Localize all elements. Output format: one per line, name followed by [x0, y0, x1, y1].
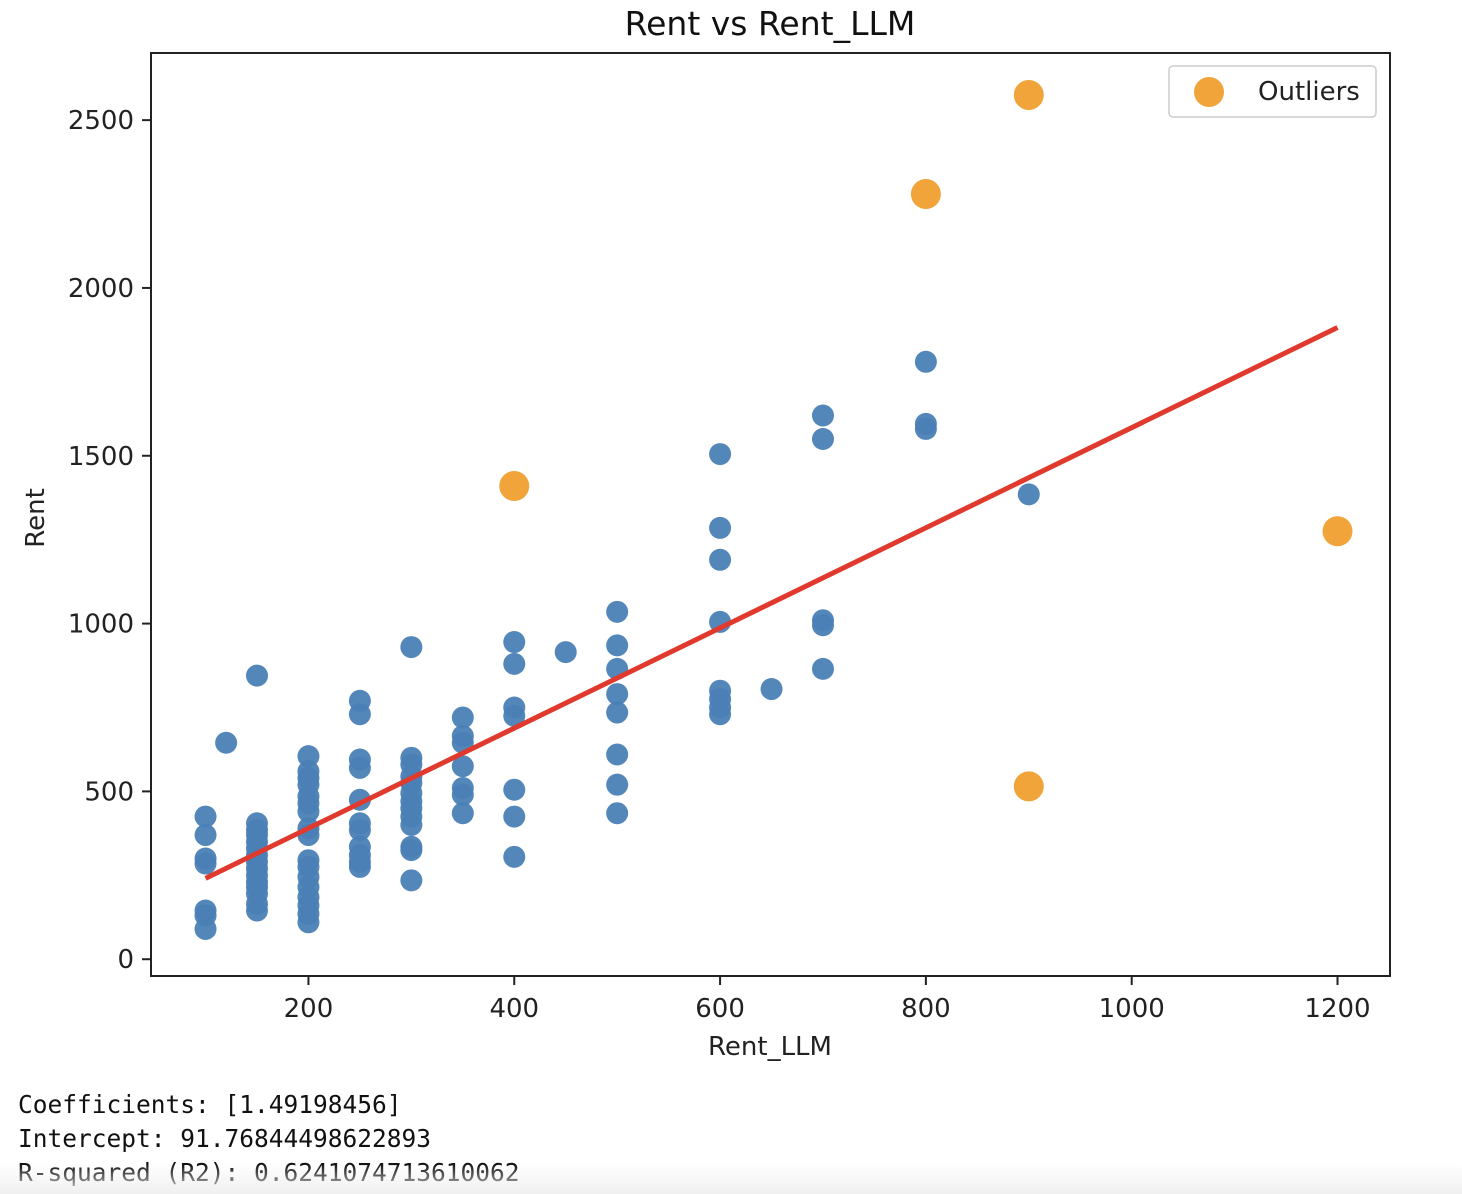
outlier-points	[499, 79, 1353, 802]
y-tick-label-2000: 2000	[68, 274, 134, 304]
data-point-3	[194, 852, 217, 875]
data-point-64	[451, 706, 474, 729]
data-point-0	[194, 805, 217, 828]
data-point-1	[194, 824, 217, 847]
data-point-104	[1017, 483, 1040, 506]
data-point-51	[400, 636, 423, 659]
data-point-82	[606, 683, 629, 706]
y-tick-label-2500: 2500	[68, 106, 134, 136]
data-point-7	[215, 731, 238, 754]
data-point-80	[606, 634, 629, 657]
data-point-71	[503, 631, 526, 654]
data-point-43	[348, 756, 371, 779]
outlier-point-4	[1322, 516, 1353, 547]
data-point-70	[451, 802, 474, 825]
regression-line	[204, 325, 1339, 881]
x-tick-label-600: 600	[695, 994, 745, 1024]
data-point-62	[400, 839, 423, 862]
data-point-46	[348, 818, 371, 841]
data-point-79	[606, 600, 629, 623]
outlier-point-2	[1013, 79, 1044, 110]
y-tick-label-500: 500	[84, 777, 134, 807]
bottom-fade	[0, 1164, 1462, 1194]
data-point-100	[811, 657, 834, 680]
x-tick-label-1200: 1200	[1304, 994, 1370, 1024]
scatter-chart: Rent vs Rent_LLM 200 400 600 800 1000 1200 0 50…	[21, 4, 1391, 1062]
data-point-96	[811, 404, 834, 427]
y-tick-label-0: 0	[117, 945, 134, 975]
data-point-72	[503, 652, 526, 675]
data-point-6	[194, 918, 217, 941]
data-point-88	[709, 516, 732, 539]
data-point-29	[297, 800, 320, 823]
outlier-point-3	[1013, 771, 1044, 802]
data-point-95	[760, 678, 783, 701]
data-point-94	[709, 703, 732, 726]
outlier-point-0	[499, 470, 530, 501]
data-point-41	[348, 703, 371, 726]
data-point-101	[914, 350, 937, 373]
data-point-69	[451, 783, 474, 806]
data-point-83	[606, 701, 629, 724]
data-point-76	[503, 805, 526, 828]
data-point-67	[451, 755, 474, 778]
data-point-8	[245, 664, 268, 687]
data-point-74	[503, 704, 526, 727]
legend: Outliers	[1168, 65, 1377, 118]
legend-box	[1168, 65, 1377, 118]
x-tick-label-1000: 1000	[1099, 994, 1165, 1024]
data-point-75	[503, 778, 526, 801]
x-tick-label-800: 800	[901, 994, 951, 1024]
data-point-39	[297, 911, 320, 934]
outlier-point-1	[910, 178, 941, 209]
data-point-22	[245, 899, 268, 922]
x-tick-label-400: 400	[489, 994, 539, 1024]
plot-area	[150, 52, 1391, 977]
data-point-77	[503, 845, 526, 868]
regression-line-group	[204, 325, 1339, 881]
x-tick-label-200: 200	[284, 994, 334, 1024]
chart-title: Rent vs Rent_LLM	[625, 4, 916, 43]
y-axis-label: Rent	[21, 488, 51, 548]
data-point-84	[606, 743, 629, 766]
data-point-103	[914, 417, 937, 440]
data-point-78	[554, 641, 577, 664]
data-point-50	[348, 855, 371, 878]
data-point-23	[297, 745, 320, 768]
x-axis-label: Rent_LLM	[708, 1032, 832, 1062]
data-point-85	[606, 773, 629, 796]
data-point-60	[400, 813, 423, 836]
data-point-87	[709, 443, 732, 466]
intercept-line: Intercept: 91.76844498622893	[18, 1124, 432, 1153]
data-point-97	[811, 427, 834, 450]
y-tick-label-1000: 1000	[68, 610, 134, 640]
legend-outliers-label: Outliers	[1258, 77, 1360, 107]
legend-outlier-marker	[1194, 77, 1224, 107]
data-point-99	[811, 614, 834, 637]
y-tick-label-1500: 1500	[68, 442, 134, 472]
axes: 200 400 600 800 1000 1200 0 500 1000 1500 2000 2500	[68, 106, 1371, 1024]
coefficients-line: Coefficients: [1.49198456]	[18, 1090, 402, 1119]
data-point-86	[606, 802, 629, 825]
data-point-89	[709, 548, 732, 571]
data-point-63	[400, 869, 423, 892]
